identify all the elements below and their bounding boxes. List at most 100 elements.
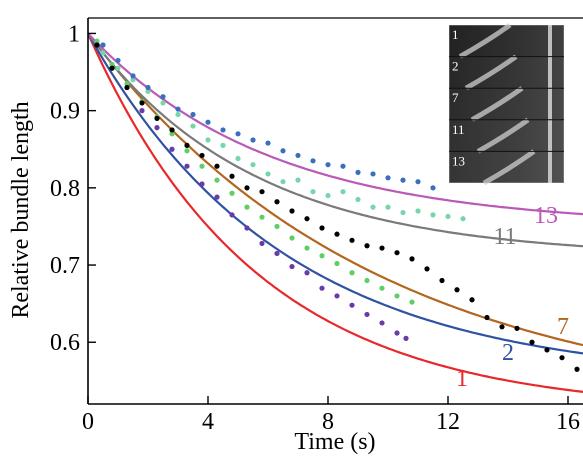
series-label-2: 2 xyxy=(502,340,514,366)
data-point-11 xyxy=(160,100,166,106)
data-point-7 xyxy=(199,152,205,159)
data-point-11 xyxy=(130,77,136,83)
data-point-11 xyxy=(190,123,196,129)
data-point-2 xyxy=(214,177,220,183)
inset-frame-label: 13 xyxy=(452,153,465,168)
y-tick-label: 0.7 xyxy=(50,253,80,279)
data-point-11 xyxy=(145,88,151,94)
y-tick-label: 0.6 xyxy=(50,330,80,356)
data-point-7 xyxy=(304,216,310,222)
data-point-2 xyxy=(319,253,325,259)
data-point-1 xyxy=(364,311,370,318)
data-point-7 xyxy=(544,347,550,353)
fit-curve-13 xyxy=(88,32,583,216)
inset-edge xyxy=(548,119,552,152)
data-point-7 xyxy=(214,163,220,169)
data-point-7 xyxy=(514,325,520,331)
data-point-11 xyxy=(115,65,121,71)
inset-frame-label: 11 xyxy=(452,122,465,137)
data-point-13 xyxy=(400,177,406,183)
data-point-2 xyxy=(304,245,310,251)
data-point-7 xyxy=(394,250,400,256)
data-point-13 xyxy=(190,111,196,118)
data-point-2 xyxy=(379,285,385,291)
data-points xyxy=(94,38,580,372)
ticks: 0 4 8 12 160.60.70.80.91 xyxy=(50,21,580,435)
data-point-7 xyxy=(334,231,340,237)
fit-curve-2 xyxy=(88,32,583,355)
y-axis-title: Relative bundle length xyxy=(8,101,34,318)
data-point-1 xyxy=(274,250,280,257)
data-point-2 xyxy=(349,270,355,276)
data-point-1 xyxy=(259,240,265,247)
data-point-1 xyxy=(349,302,355,308)
y-tick-label: 0.9 xyxy=(50,99,80,125)
data-point-11 xyxy=(385,204,391,210)
series-label-1: 1 xyxy=(456,366,468,392)
data-point-11 xyxy=(235,155,241,162)
data-point-7 xyxy=(484,314,490,321)
data-point-13 xyxy=(340,163,346,169)
data-point-1 xyxy=(289,263,295,270)
data-point-11 xyxy=(310,189,316,195)
inset-edge xyxy=(548,88,552,120)
data-point-11 xyxy=(445,213,451,220)
data-point-7 xyxy=(109,65,115,71)
data-point-7 xyxy=(259,189,265,195)
inset-frame-label: 1 xyxy=(452,27,459,42)
inset-streak xyxy=(464,54,518,91)
data-point-13 xyxy=(160,94,166,100)
data-point-2 xyxy=(124,81,130,87)
x-tick-label: 16 xyxy=(556,409,580,435)
data-point-7 xyxy=(364,243,370,249)
data-point-2 xyxy=(409,299,415,305)
data-point-13 xyxy=(145,84,151,91)
kymograph-inset: 1 2 7 11 13 xyxy=(448,22,565,186)
data-point-7 xyxy=(274,199,280,205)
data-point-1 xyxy=(304,270,310,276)
data-point-11 xyxy=(370,204,376,210)
series-label-7: 7 xyxy=(557,314,569,340)
data-point-13 xyxy=(295,152,301,159)
data-point-7 xyxy=(469,297,475,303)
data-point-11 xyxy=(460,216,466,222)
data-point-13 xyxy=(235,131,241,137)
data-point-1 xyxy=(154,125,160,131)
data-point-2 xyxy=(94,38,100,44)
data-point-7 xyxy=(94,42,100,48)
data-point-2 xyxy=(184,148,190,154)
data-point-1 xyxy=(199,181,205,187)
data-point-1 xyxy=(394,330,400,336)
data-point-7 xyxy=(424,266,430,272)
data-point-7 xyxy=(574,366,580,372)
data-point-2 xyxy=(229,190,235,196)
data-point-13 xyxy=(415,179,421,185)
data-point-13 xyxy=(250,137,256,143)
data-point-11 xyxy=(100,50,106,56)
data-point-7 xyxy=(529,339,535,345)
data-point-13 xyxy=(280,148,286,154)
data-point-1 xyxy=(244,225,250,231)
inset-frame-label: 2 xyxy=(452,59,459,74)
data-point-7 xyxy=(499,324,505,330)
inset-streak xyxy=(470,86,524,122)
data-point-13 xyxy=(430,185,436,191)
inset-streak xyxy=(482,149,536,186)
inset-edge xyxy=(548,25,552,57)
x-tick-label: 8 xyxy=(322,409,334,435)
data-point-13 xyxy=(220,127,226,133)
data-point-7 xyxy=(184,142,190,148)
data-point-7 xyxy=(349,237,355,243)
series-label-13: 13 xyxy=(534,203,558,229)
data-point-13 xyxy=(385,175,391,181)
data-point-2 xyxy=(394,293,400,299)
inset-edge xyxy=(548,151,552,183)
data-point-7 xyxy=(139,100,145,106)
data-point-1 xyxy=(379,320,385,326)
fit-curve-1 xyxy=(88,32,583,393)
data-point-13 xyxy=(325,162,331,168)
data-point-2 xyxy=(199,163,205,169)
data-point-2 xyxy=(334,260,340,267)
data-point-13 xyxy=(370,171,376,177)
